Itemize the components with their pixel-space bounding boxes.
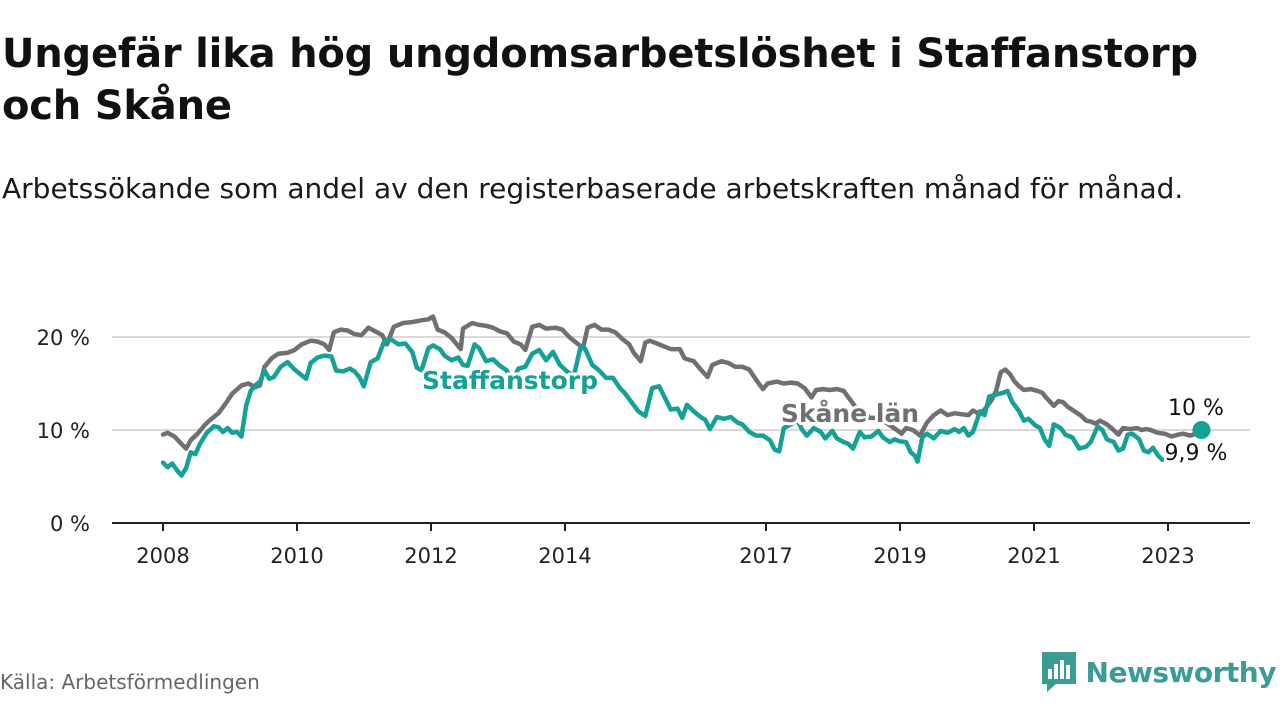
end-label-staffanstorp-halo: 9,9 % — [1165, 441, 1228, 466]
line-chart: 0 % 10 % 20 % 2008 2010 2012 2014 2017 2019 2021… — [37, 314, 1250, 568]
series-line-staffanstorp — [160, 337, 1165, 478]
y-axis-tick-labels: 0 % 10 % 20 % — [37, 326, 90, 536]
x-tick-label: 2010 — [270, 544, 323, 568]
x-axis: 2008 2010 2012 2014 2017 2019 2021 2023 — [112, 522, 1250, 568]
x-tick-label: 2017 — [739, 544, 792, 568]
x-tick-label: 2023 — [1141, 544, 1194, 568]
x-tick-label: 2021 — [1007, 544, 1060, 568]
x-tick-label: 2014 — [538, 544, 591, 568]
chart-subtitle: Arbetssökande som andel av den registerb… — [2, 172, 1184, 205]
end-label-staffanstorp: 9,9 % — [1165, 441, 1228, 466]
x-tick-label: 2008 — [136, 544, 189, 568]
newsworthy-logo[interactable]: Newsworthy — [1041, 652, 1277, 692]
newsworthy-logo-icon — [1041, 652, 1076, 692]
x-tick-label: 2012 — [404, 544, 457, 568]
series-lines — [160, 314, 1211, 478]
end-point-marker — [1192, 421, 1211, 439]
series-label-skane-halo: Skåne län — [781, 399, 919, 428]
end-label-skane: 10 % — [1168, 396, 1224, 421]
series-label-staffanstorp: Staffanstorp — [422, 366, 598, 395]
brand-name: Newsworthy — [1085, 655, 1277, 689]
chart-title: Ungefär lika hög ungdomsarbetslöshet i S… — [2, 31, 1198, 129]
y-tick-label: 20 % — [37, 326, 90, 350]
series-label-skane: Skåne län — [781, 399, 919, 428]
x-tick-label: 2019 — [873, 544, 926, 568]
series-line-skane — [160, 314, 1204, 451]
source-note: Källa: Arbetsförmedlingen — [0, 670, 260, 694]
end-label-skane-halo: 10 % — [1168, 396, 1224, 421]
y-tick-label: 10 % — [37, 419, 90, 443]
y-tick-label: 0 % — [50, 512, 90, 536]
series-label-staffanstorp-halo: Staffanstorp — [422, 366, 598, 395]
